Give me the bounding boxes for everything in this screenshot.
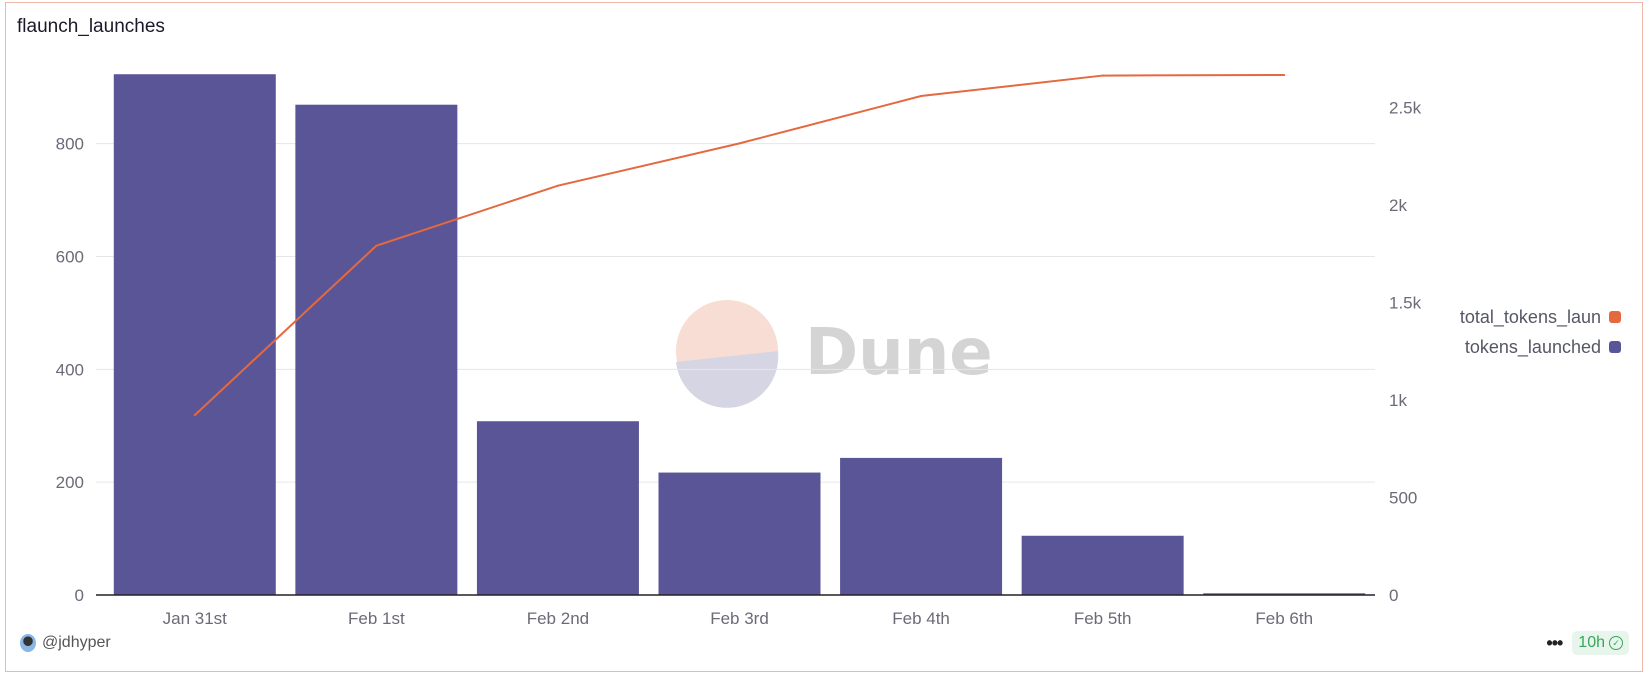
x-tick-label: Feb 2nd (527, 609, 589, 628)
ellipsis-icon[interactable]: ••• (1546, 632, 1563, 653)
chart-title: flaunch_launches (17, 16, 165, 37)
bar-jan-31st[interactable] (113, 74, 276, 595)
x-tick-label: Feb 1st (348, 609, 405, 628)
bar-feb-1st[interactable] (295, 104, 458, 595)
x-tick-label: Feb 4th (892, 609, 950, 628)
line-point (1101, 74, 1104, 77)
bar-feb-6th[interactable] (1203, 593, 1366, 595)
right-tick-label: 500 (1389, 489, 1417, 508)
dune-wordmark: Dune (805, 316, 993, 390)
left-tick-label: 600 (56, 247, 84, 266)
dune-logo-lower (676, 351, 779, 408)
freshness-text: 10h (1578, 634, 1605, 651)
left-tick-label: 400 (56, 360, 84, 379)
check-circle-icon: ✓ (1609, 636, 1623, 650)
legend-label: tokens_launched (1464, 336, 1601, 357)
legend-swatch (1609, 341, 1621, 353)
x-tick-label: Feb 3rd (710, 609, 769, 628)
x-tick-label: Jan 31st (163, 609, 228, 628)
line-point (920, 95, 923, 98)
freshness-badge[interactable]: 10h ✓ (1572, 631, 1629, 655)
bar-feb-4th[interactable] (840, 457, 1003, 595)
legend-label: total_tokens_laun (1459, 306, 1601, 327)
left-tick-label: 800 (56, 135, 84, 154)
legend-item-total-tokens[interactable]: total_tokens_laun (1460, 302, 1621, 332)
right-tick-label: 0 (1389, 586, 1398, 605)
legend: total_tokens_laun tokens_launched (1460, 302, 1621, 362)
line-point (738, 142, 741, 145)
author-link[interactable]: @jdhyper (20, 634, 111, 652)
right-tick-label: 2k (1389, 196, 1407, 215)
chart-card (5, 2, 1643, 672)
bar-feb-2nd[interactable] (476, 421, 639, 595)
left-tick-label: 0 (75, 586, 84, 605)
right-tick-label: 1k (1389, 391, 1407, 410)
dune-watermark: Dune (676, 300, 993, 408)
left-tick-label: 200 (56, 473, 84, 492)
legend-item-tokens-launched[interactable]: tokens_launched (1460, 332, 1621, 362)
right-tick-label: 1.5k (1389, 294, 1422, 313)
x-tick-label: Feb 6th (1255, 609, 1313, 628)
line-point (1283, 73, 1286, 76)
x-tick-label: Feb 5th (1074, 609, 1132, 628)
bar-feb-5th[interactable] (1021, 535, 1184, 595)
avatar (20, 634, 36, 652)
author-name: @jdhyper (42, 634, 111, 651)
bar-feb-3rd[interactable] (658, 472, 821, 595)
line-point (375, 244, 378, 247)
line-point (556, 184, 559, 187)
legend-swatch (1609, 311, 1621, 323)
right-tick-label: 2.5k (1389, 99, 1422, 118)
line-point (193, 414, 196, 417)
